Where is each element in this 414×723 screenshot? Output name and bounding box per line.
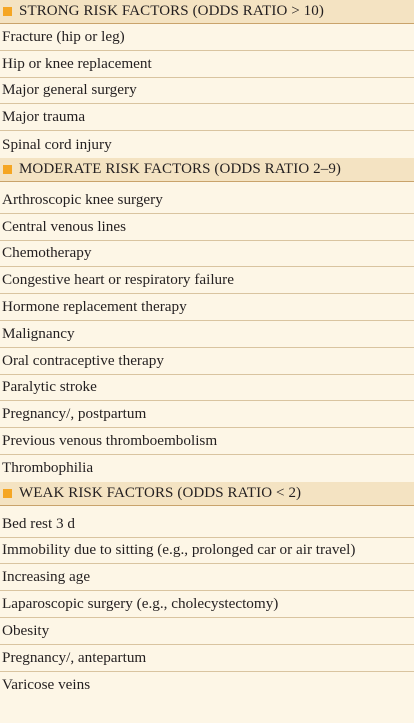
list-item: Congestive heart or respiratory failure [0, 267, 414, 295]
section-header-label: MODERATE RISK FACTORS (ODDS RATIO 2–9) [19, 160, 342, 177]
list-item: Pregnancy/, antepartum [0, 645, 414, 672]
list-item: Major trauma [0, 104, 414, 132]
list-item: Previous venous thromboembolism [0, 428, 414, 455]
section-rows-moderate: Arthroscopic knee surgery Central venous… [0, 187, 414, 482]
list-item: Major general surgery [0, 78, 414, 105]
section-rows-weak: Bed rest 3 d Immobility due to sitting (… [0, 511, 414, 699]
list-item: Fracture (hip or leg) [0, 24, 414, 51]
square-bullet-icon [3, 164, 12, 174]
list-item: Chemotherapy [0, 241, 414, 268]
section-header-moderate: MODERATE RISK FACTORS (ODDS RATIO 2–9) [0, 157, 414, 182]
square-bullet-icon [3, 488, 12, 498]
section-header-weak: WEAK RISK FACTORS (ODDS RATIO < 2) [0, 481, 414, 506]
list-item: Malignancy [0, 321, 414, 348]
list-item: Spinal cord injury [2, 135, 112, 153]
list-item: Arthroscopic knee surgery [0, 187, 414, 214]
list-item: Laparoscopic surgery (e.g., cholecystect… [0, 591, 414, 618]
section-header-label: WEAK RISK FACTORS (ODDS RATIO < 2) [19, 484, 302, 501]
list-item: Obesity [0, 618, 414, 645]
list-item: Thrombophilia [2, 459, 94, 477]
section-header-label: STRONG RISK FACTORS (ODDS RATIO > 10) [19, 3, 324, 19]
list-item: Paralytic stroke [0, 375, 414, 402]
list-item: Hormone replacement therapy [0, 294, 414, 321]
list-item: Bed rest 3 d [0, 511, 414, 538]
section-rows-strong: Fracture (hip or leg) Hip or knee replac… [0, 24, 414, 158]
list-item: Oral contraceptive therapy [0, 348, 414, 375]
list-item: Immobility due to sitting (e.g., prolong… [0, 538, 414, 565]
list-item: Hip or knee replacement [0, 51, 414, 78]
list-item: Varicose veins [2, 675, 91, 693]
square-bullet-icon [3, 7, 12, 16]
list-item: Central venous lines [0, 214, 414, 241]
list-item: Increasing age [0, 564, 414, 592]
section-header-strong: STRONG RISK FACTORS (ODDS RATIO > 10) [0, 0, 414, 24]
list-item: Pregnancy/, postpartum [0, 401, 414, 429]
